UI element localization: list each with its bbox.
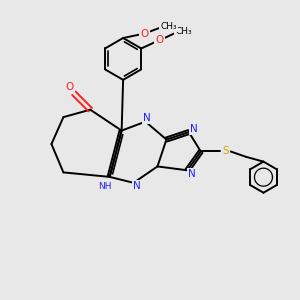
Text: S: S [222, 146, 229, 157]
Text: NH: NH [98, 182, 112, 191]
Text: N: N [143, 113, 151, 123]
Text: N: N [190, 124, 198, 134]
Text: N: N [188, 169, 196, 179]
Text: CH₃: CH₃ [160, 22, 177, 31]
Text: N: N [133, 182, 140, 191]
Text: CH₃: CH₃ [175, 27, 192, 36]
Text: O: O [140, 28, 149, 38]
Text: O: O [65, 82, 74, 92]
Text: O: O [156, 35, 164, 45]
